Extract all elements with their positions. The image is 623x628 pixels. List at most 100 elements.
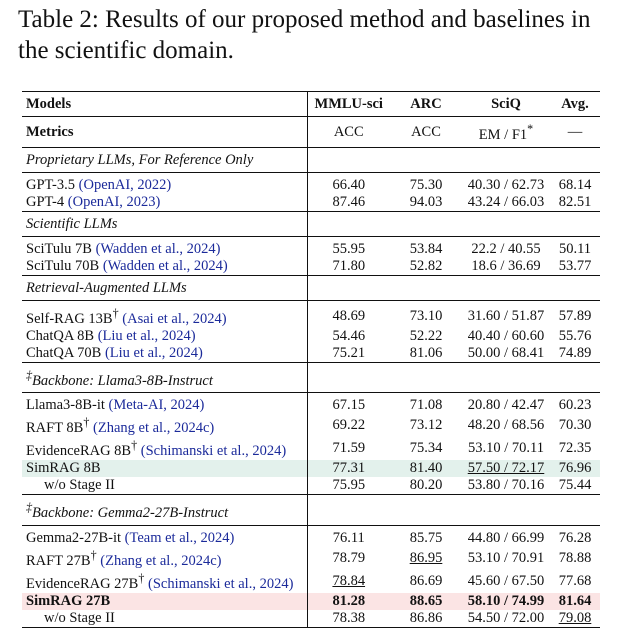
model-name: EvidenceRAG 8B — [26, 443, 132, 460]
value-cell: 78.79 — [307, 547, 390, 570]
data-row: w/o Stage II 75.95 80.20 53.80 / 70.16 75.44 — [22, 477, 600, 495]
value-cell: 57.89 — [550, 299, 600, 328]
value-cell: 48.69 — [307, 299, 390, 328]
value: 87.46 — [332, 193, 366, 210]
model-cell: ChatQA 8B (Liu et al., 2024) — [22, 327, 308, 345]
value-cell: 53.80 / 70.16 — [462, 477, 550, 495]
empty-cell — [307, 274, 390, 301]
model-cell: Llama3-8B-it (Meta-AI, 2024) — [22, 392, 308, 415]
data-row: SciTulu 70B (Wadden et al., 2024) 71.80 52… — [22, 257, 600, 276]
section-row: Proprietary LLMs, For Reference Only — [22, 146, 600, 173]
value-cell: 75.95 — [307, 477, 390, 495]
citation: (Schimanski et al., 2024) — [140, 443, 287, 460]
value-cell: 81.64 — [550, 593, 600, 610]
value: 69.22 — [332, 417, 366, 434]
model-cell: w/o Stage II — [22, 609, 308, 628]
model-cell: Self-RAG 13B† (Asai et al., 2024) — [22, 299, 308, 328]
metrics-row: Metrics ACC ACC EM / F1* — — [22, 116, 600, 148]
section-row: Retrieval-Augmented LLMs — [22, 274, 600, 301]
value-cell: 71.80 — [307, 258, 390, 276]
empty-cell — [307, 494, 390, 526]
value: 54.46 — [332, 327, 366, 344]
value-cell: 52.82 — [390, 258, 462, 276]
value: 86.69 — [409, 572, 443, 589]
empty-cell — [550, 361, 600, 393]
citation: (OpenAI, 2022) — [78, 176, 172, 193]
value-cell: 88.65 — [390, 593, 462, 610]
section-prefix: ‡ — [26, 367, 33, 382]
model-cell: RAFT 27B† (Zhang et al., 2024c) — [22, 546, 308, 570]
model-name: SimRAG 27B — [26, 592, 111, 609]
header-cell: Models — [22, 91, 308, 117]
data-row: ChatQA 70B (Liu et al., 2024) 75.21 81.06 5… — [22, 344, 600, 363]
model-cell: RAFT 8B† (Zhang et al., 2024c) — [22, 414, 308, 438]
model-cell: ChatQA 70B (Liu et al., 2024) — [22, 344, 308, 363]
value: 76.11 — [332, 529, 365, 546]
model-mark: † — [112, 305, 119, 320]
model-name: SimRAG 8B — [26, 460, 101, 477]
section-title: ‡Backbone: Llama3-8B-Instruct — [22, 361, 308, 393]
metric-cell: — — [550, 116, 600, 148]
empty-cell — [390, 494, 462, 526]
value: 31.60 / 51.87 — [467, 307, 545, 324]
empty-cell — [550, 146, 600, 173]
model-cell: Gemma2-27B-it (Team et al., 2024) — [22, 524, 308, 547]
empty-cell — [390, 361, 462, 393]
model-name: SciTulu 7B — [26, 240, 92, 257]
value-cell: 87.46 — [307, 194, 390, 212]
value: 76.96 — [558, 460, 592, 477]
metric-text: — — [567, 123, 583, 140]
data-row: Llama3-8B-it (Meta-AI, 2024) 67.15 71.08 20… — [22, 392, 600, 415]
value-cell: 75.30 — [390, 171, 462, 194]
data-row: GPT-3.5 (OpenAI, 2022) 66.40 75.30 40.30 / … — [22, 171, 600, 194]
data-row: EvidenceRAG 8B† (Schimanski et al., 2024… — [22, 437, 600, 461]
metric-note: * — [527, 122, 534, 136]
value: 53.80 / 70.16 — [467, 477, 545, 494]
section-title: Retrieval-Augmented LLMs — [22, 274, 308, 301]
section-title: Proprietary LLMs, For Reference Only — [22, 146, 308, 173]
value: 67.15 — [332, 397, 366, 414]
model-cell: EvidenceRAG 8B† (Schimanski et al., 2024… — [22, 437, 308, 461]
header-cell: SciQ — [491, 96, 521, 112]
value: 94.03 — [409, 193, 443, 210]
empty-cell — [307, 361, 390, 393]
empty-cell — [462, 146, 550, 173]
value-cell: 60.23 — [550, 392, 600, 415]
value: 80.20 — [409, 477, 443, 494]
value-cell: 77.68 — [550, 570, 600, 593]
model-name: Llama3-8B-it — [26, 397, 105, 414]
value-cell: 68.14 — [550, 171, 600, 194]
data-row: w/o Stage II 78.38 86.86 54.50 / 72.00 79.08 — [22, 609, 600, 628]
model-mark: † — [90, 547, 97, 562]
empty-cell — [390, 146, 462, 173]
data-row: SimRAG 27B 81.28 88.65 58.10 / 74.99 81.64 — [22, 592, 600, 610]
value-cell: 74.89 — [550, 345, 600, 363]
value-cell: 54.50 / 72.00 — [462, 609, 550, 628]
citation: (Wadden et al., 2024) — [95, 240, 221, 257]
value-cell: 44.80 / 66.99 — [462, 524, 550, 547]
value-cell: 53.77 — [550, 258, 600, 276]
citation: (Zhang et al., 2024c) — [93, 420, 215, 437]
value-cell: 45.60 / 67.50 — [462, 570, 550, 593]
value-cell: 73.12 — [390, 414, 462, 437]
model-name: ChatQA 8B — [26, 327, 95, 344]
data-row: ChatQA 8B (Liu et al., 2024) 54.46 52.22 40… — [22, 327, 600, 345]
value-cell: 76.96 — [550, 460, 600, 477]
empty-cell — [550, 210, 600, 237]
value: 75.30 — [409, 176, 443, 193]
value: 78.88 — [558, 549, 592, 566]
value-cell: 78.84 — [307, 570, 390, 593]
citation: (Liu et al., 2024) — [97, 327, 196, 344]
empty-cell — [390, 274, 462, 301]
value-cell: 76.28 — [550, 524, 600, 547]
value-cell: 54.46 — [307, 328, 390, 345]
value-cell: 75.44 — [550, 477, 600, 495]
data-row: Gemma2-27B-it (Team et al., 2024) 76.11 85… — [22, 524, 600, 547]
value-cell: 40.30 / 62.73 — [462, 171, 550, 194]
data-row: RAFT 8B† (Zhang et al., 2024c) 69.22 73.12… — [22, 414, 600, 438]
value: 58.10 / 74.99 — [467, 592, 545, 609]
value-cell: 40.40 / 60.60 — [462, 328, 550, 345]
value: 79.08 — [558, 609, 592, 626]
citation: (Asai et al., 2024) — [122, 310, 227, 327]
section-prefix: ‡ — [26, 500, 33, 515]
